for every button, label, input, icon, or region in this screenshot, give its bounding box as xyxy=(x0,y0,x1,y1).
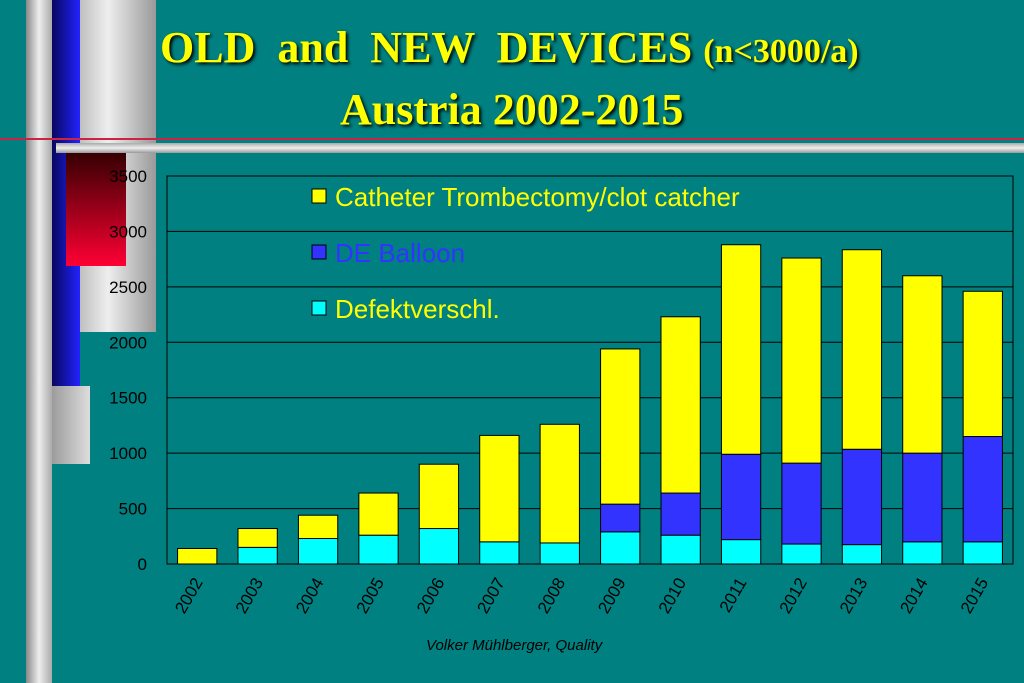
bar-segment xyxy=(418,463,460,530)
bar-segment xyxy=(720,539,762,565)
deco-bar-gray-mid xyxy=(50,386,90,464)
y-tick-label: 0 xyxy=(138,555,147,574)
bar-segment xyxy=(600,348,641,505)
x-tick-label: 2013 xyxy=(836,575,871,617)
x-tick-label: 2008 xyxy=(534,575,569,617)
y-tick-label: 1500 xyxy=(109,389,147,408)
bar-segment xyxy=(781,543,822,565)
bar-segment xyxy=(177,547,218,565)
x-tick-label: 2006 xyxy=(413,575,448,617)
x-tick-label: 2005 xyxy=(353,575,388,617)
title-main: OLD and NEW DEVICES xyxy=(160,23,693,72)
bar-segment xyxy=(902,541,943,565)
title-paren: (n<3000/a) xyxy=(703,33,859,70)
bar-segment xyxy=(539,423,580,544)
bar-segment xyxy=(237,528,278,548)
legend-label: Catheter Trombectomy/clot catcher xyxy=(335,182,740,212)
bar-segment xyxy=(418,528,460,565)
bar-segment xyxy=(902,452,943,543)
x-tick-label: 2011 xyxy=(716,575,751,616)
y-tick-label: 3000 xyxy=(109,222,147,241)
x-tick-label: 2015 xyxy=(957,574,992,616)
y-tick-label: 500 xyxy=(119,500,147,519)
bar-segment xyxy=(600,503,641,533)
bar-segment xyxy=(841,544,883,565)
bar-segment xyxy=(600,531,641,565)
x-tick-label: 2009 xyxy=(594,575,629,617)
bar-segment xyxy=(720,244,762,455)
deco-gray-line xyxy=(56,143,1024,153)
x-tick-label: 2010 xyxy=(655,575,690,617)
deco-bar-red xyxy=(66,150,126,266)
x-tick-label: 2004 xyxy=(292,575,327,617)
bar-segment xyxy=(358,534,399,565)
x-tick-labels: 2002 2003 2004 2005 2006 2007 2008 2009 2010 2011… xyxy=(171,574,992,616)
x-tick-label: 2003 xyxy=(232,575,267,617)
x-tick-label: 2002 xyxy=(171,575,206,617)
bar-segment xyxy=(660,534,701,565)
bar-segment xyxy=(902,275,943,454)
x-tick-label: 2007 xyxy=(473,575,508,617)
bar-segment xyxy=(479,541,520,565)
bar-segment xyxy=(237,546,278,565)
legend-label: Defektverschl. xyxy=(335,294,500,324)
legend: Catheter Trombectomy/clot catcher DE Ball… xyxy=(311,182,740,324)
y-tick-label: 3500 xyxy=(109,167,147,186)
legend-label: DE Balloon xyxy=(335,238,465,268)
bar-segment xyxy=(962,541,1003,565)
bar-segment xyxy=(358,492,399,536)
bar-segment xyxy=(781,257,822,464)
deco-red-line xyxy=(0,138,1024,140)
bar-segment xyxy=(962,290,1003,438)
footer-author: Volker Mühlberger, Quality xyxy=(426,637,603,654)
bar-segment xyxy=(781,462,822,545)
legend-swatch xyxy=(311,300,327,316)
bar-segment xyxy=(297,514,339,540)
bar-segment xyxy=(720,453,762,541)
plot-area xyxy=(166,175,1014,565)
legend-swatch xyxy=(311,188,327,204)
bar-segment xyxy=(841,448,883,546)
x-tick-label: 2012 xyxy=(776,575,811,617)
x-tick-label: 2014 xyxy=(896,575,931,617)
y-tick-label: 2000 xyxy=(109,333,147,352)
bar-segment xyxy=(539,542,580,565)
bar-segment xyxy=(962,436,1003,543)
y-tick-label: 1000 xyxy=(109,444,147,463)
bar-segment xyxy=(479,434,520,543)
slide-title-line1: OLD and NEW DEVICES (n<3000/a) xyxy=(160,22,859,73)
legend-swatch xyxy=(311,244,327,260)
bar-segment xyxy=(841,249,883,450)
deco-bar-gray-long xyxy=(26,0,52,683)
y-tick-labels: 0 500 1000 1500 2000 2500 3000 3500 xyxy=(109,167,147,574)
y-tick-label: 2500 xyxy=(109,278,147,297)
bar-segment xyxy=(660,316,701,494)
bar-segment xyxy=(297,538,339,565)
bars xyxy=(177,244,1003,565)
slide-title-line2: Austria 2002-2015 xyxy=(340,85,684,134)
bar-segment xyxy=(660,492,701,536)
